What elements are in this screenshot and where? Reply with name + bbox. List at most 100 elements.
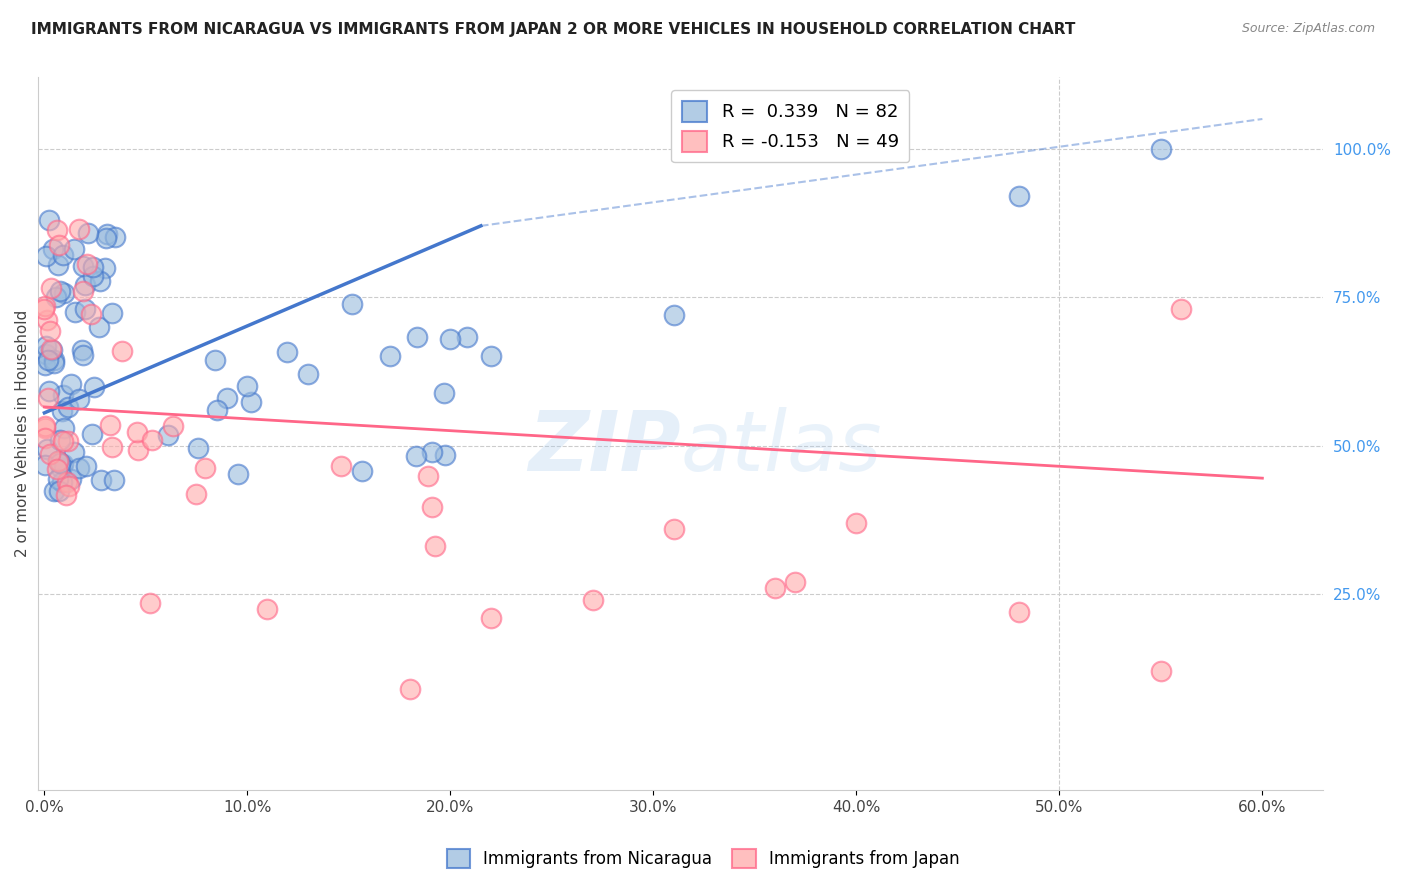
- Point: [184, 487, 207, 501]
- Point: [45, 290, 67, 304]
- Point: [205, 403, 228, 417]
- Point: [416, 469, 439, 483]
- Point: [62, 242, 84, 256]
- Point: [42, 243, 65, 257]
- Point: [52, 388, 75, 402]
- Point: [111, 343, 134, 358]
- Point: [276, 345, 298, 359]
- Point: [125, 425, 148, 440]
- Point: [763, 581, 786, 595]
- Legend: R =  0.339   N = 82, R = -0.153   N = 49: R = 0.339 N = 82, R = -0.153 N = 49: [671, 90, 910, 162]
- Point: [89, 274, 111, 288]
- Point: [42, 356, 65, 370]
- Point: [187, 441, 209, 455]
- Point: [48, 238, 70, 252]
- Point: [46, 454, 69, 468]
- Point: [94, 261, 117, 276]
- Point: [87, 319, 110, 334]
- Point: [434, 449, 457, 463]
- Point: [75, 277, 97, 292]
- Point: [77, 226, 100, 240]
- Point: [127, 442, 149, 457]
- Point: [420, 444, 443, 458]
- Point: [82, 427, 104, 442]
- Point: [48, 433, 70, 447]
- Point: [35, 249, 58, 263]
- Point: [236, 379, 259, 393]
- Point: [204, 352, 226, 367]
- Point: [34, 458, 56, 472]
- Point: [49, 456, 72, 470]
- Point: [240, 394, 263, 409]
- Point: [45, 462, 67, 476]
- Text: Source: ZipAtlas.com: Source: ZipAtlas.com: [1241, 22, 1375, 36]
- Point: [59, 472, 82, 486]
- Point: [456, 330, 478, 344]
- Point: [479, 610, 502, 624]
- Point: [38, 384, 60, 398]
- Point: [297, 368, 319, 382]
- Point: [45, 223, 67, 237]
- Point: [80, 307, 103, 321]
- Point: [72, 348, 94, 362]
- Point: [34, 339, 56, 353]
- Point: [226, 467, 249, 482]
- Point: [432, 385, 454, 400]
- Point: [104, 229, 127, 244]
- Point: [378, 350, 401, 364]
- Point: [76, 257, 98, 271]
- Point: [52, 248, 75, 262]
- Point: [82, 260, 104, 275]
- Point: [194, 461, 217, 475]
- Point: [49, 284, 72, 298]
- Point: [90, 473, 112, 487]
- Point: [34, 418, 56, 433]
- Point: [48, 483, 70, 498]
- Point: [352, 465, 374, 479]
- Point: [67, 461, 90, 475]
- Point: [67, 222, 90, 236]
- Point: [139, 596, 162, 610]
- Point: [37, 353, 59, 368]
- Point: [479, 350, 502, 364]
- Point: [39, 281, 62, 295]
- Point: [34, 347, 56, 361]
- Point: [1150, 664, 1173, 678]
- Point: [34, 299, 56, 313]
- Point: [56, 400, 79, 414]
- Point: [56, 475, 79, 489]
- Point: [46, 258, 69, 272]
- Point: [59, 377, 82, 392]
- Point: [845, 516, 868, 530]
- Point: [49, 460, 72, 475]
- Point: [35, 442, 58, 456]
- Point: [162, 419, 184, 434]
- Point: [420, 500, 443, 515]
- Point: [52, 286, 75, 301]
- Point: [1150, 142, 1173, 156]
- Point: [405, 449, 427, 463]
- Point: [51, 404, 73, 418]
- Point: [35, 312, 58, 326]
- Point: [55, 488, 77, 502]
- Point: [98, 418, 121, 433]
- Point: [256, 602, 278, 616]
- Legend: Immigrants from Nicaragua, Immigrants from Japan: Immigrants from Nicaragua, Immigrants fr…: [440, 842, 966, 875]
- Point: [37, 392, 59, 406]
- Point: [1008, 605, 1031, 619]
- Point: [785, 575, 807, 590]
- Point: [34, 301, 56, 316]
- Point: [63, 304, 86, 318]
- Point: [1008, 189, 1031, 203]
- Point: [38, 324, 60, 338]
- Point: [96, 227, 118, 241]
- Point: [39, 342, 62, 356]
- Point: [58, 478, 80, 492]
- Point: [103, 473, 125, 487]
- Point: [42, 484, 65, 499]
- Point: [63, 445, 86, 459]
- Text: IMMIGRANTS FROM NICARAGUA VS IMMIGRANTS FROM JAPAN 2 OR MORE VEHICLES IN HOUSEHO: IMMIGRANTS FROM NICARAGUA VS IMMIGRANTS …: [31, 22, 1076, 37]
- Point: [51, 475, 73, 490]
- Point: [662, 308, 685, 322]
- Point: [38, 446, 60, 460]
